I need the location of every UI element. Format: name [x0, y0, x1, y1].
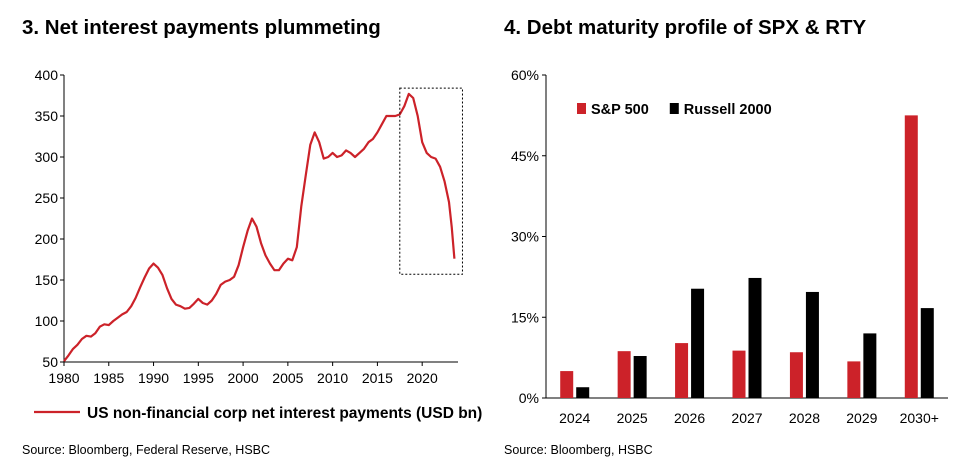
line-chart-panel: 3. Net interest payments plummeting 400 3… — [0, 0, 482, 470]
bar-chart-panel: 4. Debt maturity profile of SPX & RTY 60… — [490, 0, 956, 470]
bar-russell2000 — [863, 333, 877, 398]
x-tick-label: 2029 — [846, 410, 877, 426]
x-tick-label: 2005 — [272, 370, 303, 386]
y-tick-label: 150 — [35, 272, 59, 288]
y-tick-label: 200 — [35, 231, 59, 247]
legend-label: S&P 500 — [591, 102, 649, 118]
x-tick-label: 1980 — [48, 370, 79, 386]
bar-russell2000 — [633, 356, 647, 398]
y-tick-label: 15% — [511, 309, 539, 325]
y-tick-label: 50 — [42, 354, 58, 370]
bar-russell2000 — [805, 291, 819, 398]
bar-sp500 — [789, 352, 803, 398]
legend-label: Russell 2000 — [684, 102, 772, 118]
series-line — [63, 92, 456, 362]
x-tick-label: 2020 — [407, 370, 438, 386]
bar-russell2000 — [920, 308, 934, 398]
x-tick-label: 2027 — [731, 410, 762, 426]
x-tick-label: 1990 — [138, 370, 169, 386]
x-tick-label: 2030+ — [900, 410, 939, 426]
x-tick-label: 2026 — [674, 410, 705, 426]
y-tick-label: 60% — [511, 67, 539, 83]
line-chart-source: Source: Bloomberg, Federal Reserve, HSBC — [22, 443, 271, 457]
y-tick-label: 45% — [511, 148, 539, 164]
y-tick-label: 0% — [519, 390, 539, 406]
bar-russell2000 — [748, 277, 762, 398]
legend-swatch — [669, 103, 679, 114]
x-tick-label: 2015 — [362, 370, 393, 386]
bar-chart-title: 4. Debt maturity profile of SPX & RTY — [504, 16, 867, 39]
highlight-box — [399, 87, 463, 275]
bar-russell2000 — [576, 387, 590, 398]
bar-chart: 60% 45% 30% 15% 0% 2024 2025 2026 2027 2028 2029 20… — [511, 67, 948, 426]
bar-sp500 — [617, 351, 631, 398]
y-tick-label: 30% — [511, 229, 539, 245]
x-tick-label: 2024 — [559, 410, 590, 426]
x-tick-label: 1995 — [183, 370, 214, 386]
bar-russell2000 — [691, 288, 705, 398]
bar-chart-source: Source: Bloomberg, HSBC — [504, 443, 653, 457]
bar-sp500 — [904, 115, 918, 398]
y-tick-label: 350 — [35, 108, 59, 124]
x-tick-label: 2028 — [789, 410, 820, 426]
bar-sp500 — [732, 350, 746, 398]
x-tick-label: 1985 — [93, 370, 124, 386]
x-tick-label: 2025 — [617, 410, 648, 426]
bar-sp500 — [847, 361, 861, 398]
legend-label: US non-financial corp net interest payme… — [87, 405, 482, 422]
y-tick-label: 300 — [35, 149, 59, 165]
x-tick-label: 2000 — [228, 370, 259, 386]
bar-sp500 — [560, 371, 574, 398]
line-chart-title: 3. Net interest payments plummeting — [22, 16, 381, 39]
y-tick-label: 100 — [35, 313, 59, 329]
x-tick-label: 2010 — [317, 370, 348, 386]
legend-swatch — [577, 103, 586, 114]
y-tick-label: 400 — [35, 67, 59, 83]
bar-sp500 — [675, 343, 689, 398]
y-tick-label: 250 — [35, 190, 59, 206]
